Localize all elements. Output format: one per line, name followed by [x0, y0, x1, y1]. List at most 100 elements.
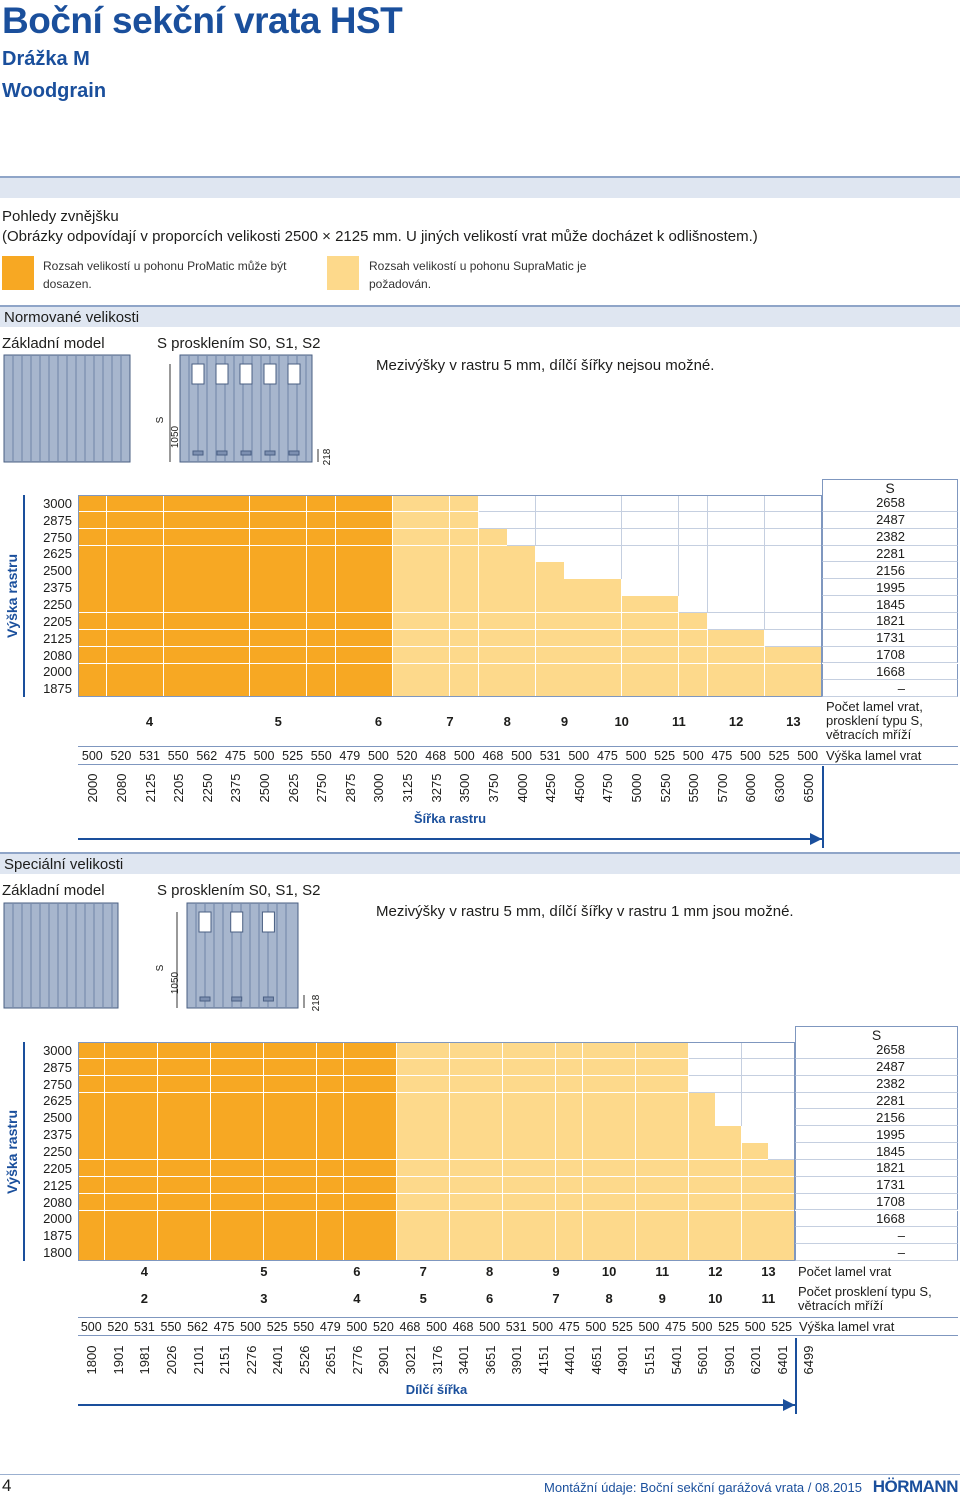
size-cell [593, 511, 623, 530]
size-cell [278, 579, 308, 597]
lamel-height: 520 [372, 1319, 394, 1334]
size-cell [707, 562, 737, 580]
size-cell [650, 511, 680, 530]
size-cell [184, 1075, 212, 1094]
size-cell [392, 646, 422, 664]
size-cell [290, 1227, 318, 1245]
lamel-count: 13 [761, 1264, 776, 1279]
door-vent [264, 450, 276, 456]
size-cell [478, 629, 508, 648]
lamel-height: 525 [768, 748, 790, 763]
size-cell [535, 528, 565, 547]
size-cell [650, 612, 680, 631]
size-cell [535, 646, 565, 664]
size-cell [535, 545, 565, 563]
size-cell [764, 663, 794, 681]
row-height-label: 2500 [43, 563, 72, 579]
size-cell [317, 1092, 345, 1110]
size-cell [335, 596, 365, 614]
size-cell [237, 1109, 265, 1127]
row-height-label: 2080 [43, 647, 72, 663]
size-cell [421, 562, 451, 580]
size-cell [423, 1227, 451, 1245]
size-cell [249, 562, 279, 580]
size-cell [78, 1042, 106, 1060]
size-cell [478, 562, 508, 580]
row-height-label: 2750 [43, 529, 72, 545]
size-cell [764, 646, 794, 664]
size-cell [392, 528, 422, 547]
width-label: 3000 [370, 773, 386, 803]
width-label: 2401 [269, 1345, 285, 1375]
size-cell [192, 545, 222, 563]
size-cell [221, 495, 251, 513]
size-cell [278, 562, 308, 580]
size-cell [609, 1159, 637, 1178]
lamel-height: 531 [539, 748, 561, 763]
size-cell [396, 1075, 424, 1094]
size-cell [78, 1058, 106, 1077]
size-cell [678, 646, 709, 664]
size-cell [290, 1159, 318, 1178]
size-cell [135, 511, 165, 530]
size-cell [564, 562, 594, 580]
size-cell [249, 663, 279, 681]
size-cell [184, 1176, 212, 1195]
size-cell [421, 612, 451, 631]
size-cell [335, 562, 365, 580]
size-cell [423, 1058, 451, 1077]
size-cell [507, 646, 537, 664]
size-cell [450, 495, 480, 513]
size-cell [306, 495, 337, 513]
size-cell [715, 1143, 743, 1161]
lamel-count: 6 [374, 714, 383, 729]
size-cell [564, 629, 594, 648]
lamel-height: 468 [452, 1319, 474, 1334]
lamel-height: 500 [253, 748, 275, 763]
width-label: 6300 [771, 773, 787, 803]
size-cell [736, 629, 766, 648]
width-label: 5401 [668, 1345, 683, 1375]
size-cell [163, 596, 193, 614]
size-cell [421, 579, 451, 597]
size-cell [421, 511, 451, 530]
size-cell [106, 596, 136, 614]
size-cell [306, 663, 337, 681]
size-cell [741, 1159, 769, 1178]
size-cell [131, 1143, 159, 1161]
lamel-height: 500 [740, 748, 761, 763]
size-cell [621, 528, 651, 547]
size-cell [502, 1143, 530, 1161]
size-cell [635, 1092, 663, 1110]
size-cell [106, 646, 136, 664]
size-cell [237, 1176, 265, 1195]
size-cell [335, 663, 365, 681]
size-cell [582, 1143, 610, 1161]
size-cell [210, 1042, 238, 1060]
size-cell [278, 629, 308, 648]
size-cell [450, 562, 480, 580]
lamel-height: 500 [426, 1319, 447, 1334]
size-cell [535, 596, 565, 614]
row-height-label: 2125 [43, 1177, 72, 1193]
size-cell [421, 545, 451, 563]
size-cell [184, 1193, 212, 1211]
size-cell [764, 612, 794, 631]
size-cell [131, 1075, 159, 1094]
lamel-height: 500 [346, 1319, 368, 1334]
size-cell [529, 1227, 557, 1245]
size-cell [343, 1042, 371, 1060]
size-cell [263, 1075, 291, 1094]
row-height-label: 2000 [43, 1211, 72, 1227]
lamel-height: 520 [107, 1319, 129, 1334]
lamel-count: 8 [503, 714, 511, 729]
size-cell [306, 511, 337, 530]
size-cell [335, 545, 365, 563]
size-cell [104, 1109, 132, 1127]
size-cell [263, 1193, 291, 1211]
row-height-label: 2080 [43, 1194, 72, 1210]
size-cell [370, 1227, 398, 1245]
size-cell [278, 646, 308, 664]
width-label: 1800 [83, 1345, 99, 1375]
size-cell [237, 1075, 265, 1094]
